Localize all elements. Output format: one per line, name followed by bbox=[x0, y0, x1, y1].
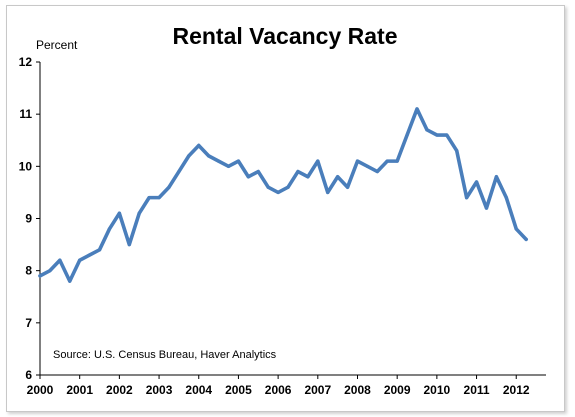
data-point bbox=[38, 274, 42, 278]
data-point bbox=[484, 206, 489, 210]
data-point bbox=[465, 196, 469, 200]
data-point bbox=[207, 154, 211, 158]
data-point bbox=[445, 133, 449, 137]
data-point bbox=[296, 169, 300, 174]
data-point bbox=[415, 107, 419, 111]
data-point bbox=[365, 164, 370, 168]
data-point bbox=[48, 269, 52, 273]
data-point bbox=[68, 279, 72, 283]
y-tick-label: 6 bbox=[25, 368, 32, 382]
data-point bbox=[385, 159, 389, 163]
y-axis-label: Percent bbox=[36, 38, 78, 52]
y-tick-label: 8 bbox=[25, 264, 32, 278]
data-point bbox=[197, 143, 201, 148]
data-point bbox=[276, 190, 280, 195]
data-point bbox=[78, 258, 82, 262]
data-point bbox=[58, 258, 62, 262]
data-point bbox=[306, 175, 310, 179]
data-point bbox=[425, 128, 429, 132]
y-tick-label: 11 bbox=[19, 107, 32, 121]
data-point bbox=[246, 175, 250, 179]
data-point bbox=[395, 159, 399, 163]
data-point bbox=[88, 253, 92, 257]
y-tick-label: 7 bbox=[25, 316, 32, 330]
data-point bbox=[167, 185, 171, 189]
y-tick-label: 9 bbox=[25, 212, 32, 226]
x-tick-label: 2004 bbox=[185, 383, 212, 397]
data-point bbox=[524, 237, 528, 241]
x-tick-label: 2003 bbox=[146, 383, 173, 397]
data-point bbox=[216, 159, 221, 163]
series-line bbox=[38, 107, 528, 283]
chart-title: Rental Vacancy Rate bbox=[172, 23, 397, 49]
data-point bbox=[236, 159, 241, 163]
x-tick-label: 2001 bbox=[66, 383, 93, 397]
data-point bbox=[127, 242, 131, 247]
x-tick-label: 2002 bbox=[106, 383, 133, 397]
data-point bbox=[455, 149, 459, 153]
x-tick-label: 2009 bbox=[384, 383, 411, 397]
data-point bbox=[226, 164, 231, 168]
data-point bbox=[147, 196, 151, 200]
data-point bbox=[375, 169, 379, 174]
data-point bbox=[137, 211, 141, 215]
x-tick-label: 2007 bbox=[304, 383, 331, 397]
data-point bbox=[187, 154, 191, 158]
x-tick-label: 2000 bbox=[27, 383, 54, 397]
x-tick-label: 2010 bbox=[424, 383, 451, 397]
data-point bbox=[494, 175, 498, 179]
data-point bbox=[345, 185, 350, 189]
y-tick-label: 10 bbox=[19, 159, 33, 173]
x-tick-label: 2012 bbox=[503, 383, 530, 397]
series-group bbox=[38, 107, 528, 283]
y-tick-label: 12 bbox=[19, 55, 33, 69]
data-point bbox=[405, 133, 409, 137]
data-point bbox=[117, 211, 121, 215]
data-point bbox=[326, 190, 330, 195]
data-point bbox=[336, 175, 340, 179]
y-tick-labels: 6 7 8 9 10 11 12 bbox=[19, 55, 33, 382]
data-point bbox=[435, 133, 439, 137]
data-point bbox=[107, 227, 112, 231]
x-tick-label: 2005 bbox=[225, 383, 252, 397]
x-tick-label: 2011 bbox=[464, 383, 490, 397]
x-tick-label: 2006 bbox=[265, 383, 292, 397]
data-point bbox=[266, 185, 270, 189]
data-point bbox=[177, 169, 181, 174]
data-point bbox=[504, 196, 508, 200]
data-point bbox=[97, 248, 102, 252]
data-point bbox=[316, 159, 320, 163]
chart-frame bbox=[6, 5, 565, 412]
data-point bbox=[514, 227, 518, 231]
x-tick-label: 2008 bbox=[344, 383, 371, 397]
data-point bbox=[157, 196, 161, 200]
data-point bbox=[286, 185, 290, 189]
source-note: Source: U.S. Census Bureau, Haver Analyt… bbox=[53, 349, 277, 361]
axes bbox=[36, 61, 546, 379]
data-point bbox=[474, 180, 479, 184]
data-point bbox=[355, 159, 360, 163]
data-point bbox=[256, 169, 260, 174]
x-tick-labels: 2000 2001 2002 2003 2004 2005 2006 2007 2008 2009… bbox=[27, 383, 530, 397]
